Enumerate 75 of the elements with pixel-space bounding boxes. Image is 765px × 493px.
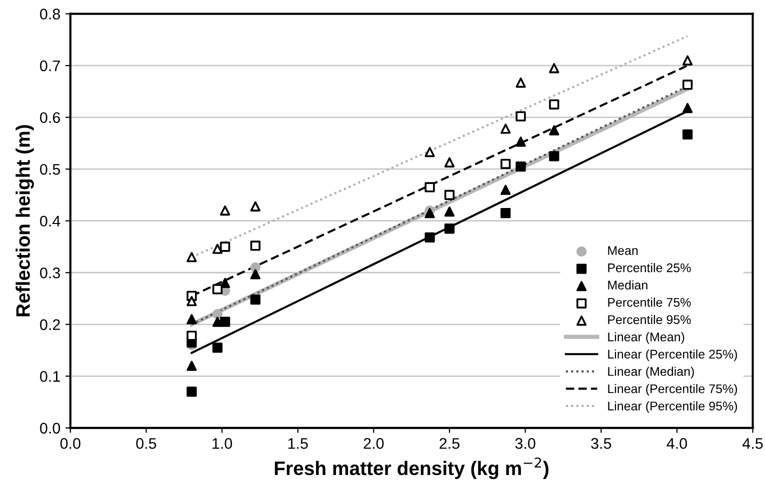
point [682,102,693,114]
point [186,386,197,397]
point [212,244,223,254]
point [516,78,526,88]
legend-label: Mean [608,246,638,255]
y-tick-label: 0.6 [40,112,60,124]
point [250,269,260,280]
y-tick-label: 0.5 [40,164,60,175]
point [212,316,223,327]
point [549,99,560,110]
x-tick-label: 4.0 [666,438,687,449]
legend-label: Linear (Median) [608,366,694,378]
point [516,136,526,147]
point [220,278,230,288]
point [444,157,455,168]
point [212,342,223,353]
point [444,190,455,200]
legend-label: Percentile 95% [608,314,691,324]
point [424,208,435,218]
point [424,146,435,158]
x-tick-label: 1.5 [288,438,308,449]
legend-label: Median [608,280,648,290]
point [500,124,511,134]
point [444,206,455,217]
point [549,63,560,74]
point [500,208,511,218]
point [424,232,435,242]
y-tick-label: 0.1 [40,371,60,382]
point [682,80,693,90]
x-tick-label: 1.0 [212,438,232,449]
point [549,125,560,136]
point [186,296,197,306]
point [220,242,230,252]
point [250,262,260,273]
point [212,284,223,294]
x-tick-label: 2.0 [364,438,384,449]
legend-label: Percentile 75% [608,298,691,307]
legend-label: Linear (Percentile 25%) [608,349,737,362]
point [186,252,197,262]
point [186,360,197,371]
point [220,316,230,327]
point [500,184,511,195]
x-tick-label: 3.0 [515,438,536,449]
point [250,240,260,251]
legend-label: Percentile 25% [608,263,691,272]
point [186,314,197,324]
point [682,129,693,140]
point [220,205,230,216]
point [549,151,560,162]
x-tick-label: 2.5 [440,438,460,449]
y-tick-label: 0.0 [40,422,60,434]
point [516,111,526,122]
point [682,55,693,66]
point [212,308,223,320]
y-axis-title: Reflection height (m) [16,125,34,316]
y-tick-label: 0.4 [40,216,60,227]
point [500,158,511,169]
point [424,182,435,192]
legend-label: Linear (Percentile 95%) [608,401,737,413]
y-tick-label: 0.3 [40,267,60,278]
x-tick-label: 4.5 [742,438,763,449]
x-axis-title: Fresh matter density (kg m$^{−2}$) [274,457,548,480]
x-tick-label: 3.5 [591,438,612,449]
point [444,224,455,234]
point [516,161,526,172]
x-tick-label: 0.0 [60,438,80,449]
y-tick-label: 0.2 [40,319,60,330]
legend-label: Linear (Percentile 75%) [608,384,737,396]
y-tick-label: 0.7 [40,60,60,72]
point [186,330,197,341]
legend-label: Linear (Mean) [608,332,684,344]
point [250,201,260,212]
x-tick-label: 0.5 [136,438,156,449]
y-tick-label: 0.8 [40,8,60,20]
point [250,294,260,305]
